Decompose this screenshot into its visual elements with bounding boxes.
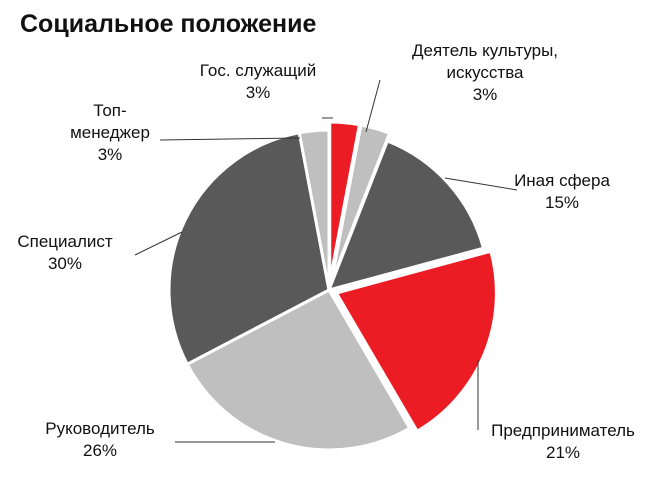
leader-line bbox=[365, 79, 381, 133]
slice-label: Предприниматель 21% bbox=[491, 420, 635, 464]
value-label: 30% bbox=[47, 254, 83, 273]
leader-line bbox=[134, 231, 183, 256]
leader-line bbox=[444, 177, 518, 191]
value-label: 15% bbox=[544, 193, 580, 212]
category-label: Топ- менеджер bbox=[70, 101, 150, 142]
value-label: 3% bbox=[245, 83, 271, 102]
slice-label: Иная сфера 15% bbox=[514, 170, 610, 214]
pie-slice bbox=[167, 131, 331, 367]
category-label: Предприниматель bbox=[491, 421, 635, 440]
slice-label: Деятель культуры, искусства 3% bbox=[412, 40, 558, 106]
pie-slice bbox=[326, 139, 486, 293]
pie-slice bbox=[328, 120, 362, 283]
slice-label: Гос. служащий 3% bbox=[200, 60, 316, 104]
category-label: Гос. служащий bbox=[199, 61, 317, 80]
category-label: Иная сфера bbox=[514, 171, 610, 190]
value-label: 3% bbox=[472, 85, 498, 104]
slice-label: Руководитель 26% bbox=[45, 418, 155, 462]
pie-slice bbox=[297, 128, 331, 291]
pie-slice bbox=[185, 288, 412, 452]
category-label: Деятель культуры, искусства bbox=[411, 41, 559, 82]
value-label: 21% bbox=[545, 443, 581, 462]
leader-line bbox=[159, 137, 301, 141]
slice-label: Топ- менеджер 3% bbox=[70, 100, 150, 166]
category-label: Специалист bbox=[17, 232, 113, 251]
pie-slice bbox=[334, 249, 498, 434]
value-label: 26% bbox=[82, 441, 118, 460]
value-label: 3% bbox=[97, 145, 123, 164]
slice-label: Специалист 30% bbox=[17, 231, 112, 275]
chart-title: Социальное положение bbox=[20, 10, 317, 38]
category-label: Руководитель bbox=[45, 419, 155, 438]
